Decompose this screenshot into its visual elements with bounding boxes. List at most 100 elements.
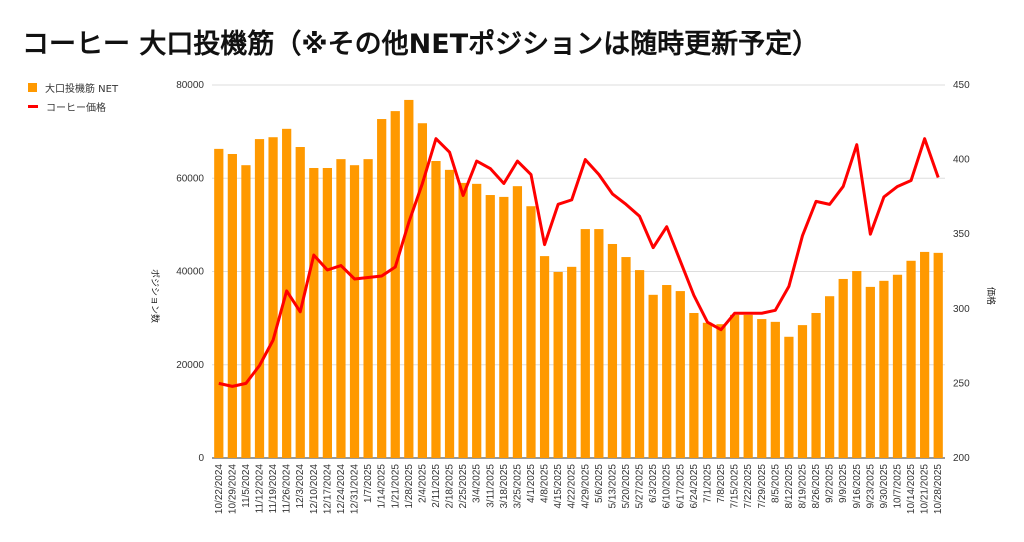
bar: [716, 324, 726, 458]
x-tick-label: 11/5/2024: [241, 464, 252, 508]
bar: [689, 312, 699, 458]
bar: [295, 147, 305, 459]
bar: [580, 229, 590, 458]
bar: [526, 206, 536, 458]
chart-title: コーヒー 大口投機筋（※その他NETポジションは随時更新予定）: [22, 29, 820, 60]
bar: [458, 182, 468, 458]
x-tick-label: 9/16/2025: [852, 464, 863, 509]
x-tick-label: 1/14/2025: [377, 464, 388, 509]
bar: [322, 167, 332, 458]
bar: [729, 314, 740, 458]
x-tick-label: 4/8/2025: [540, 464, 551, 503]
bar: [268, 137, 278, 458]
bar: [485, 195, 495, 458]
x-tick-label: 9/9/2025: [838, 464, 849, 503]
x-tick-label: 3/25/2025: [512, 464, 523, 509]
x-tick-label: 1/28/2025: [404, 464, 415, 509]
bar: [634, 270, 645, 458]
x-tick-label: 6/3/2025: [648, 464, 659, 503]
bar: [852, 271, 862, 458]
x-tick-label: 7/1/2025: [702, 464, 713, 503]
bar: [472, 183, 482, 458]
y2-tick-label: 350: [953, 229, 970, 240]
x-tick-label: 7/8/2025: [716, 464, 727, 503]
bar: [390, 111, 400, 459]
y2-tick-label: 450: [953, 80, 970, 91]
bar: [892, 274, 903, 458]
bar: [825, 296, 835, 458]
x-tick-label: 4/15/2025: [553, 464, 564, 509]
y-tick-label: 0: [198, 453, 204, 464]
x-tick-label: 11/26/2024: [282, 464, 293, 514]
bar: [417, 123, 428, 459]
x-tick-label: 10/21/2025: [920, 464, 931, 514]
x-tick-label: 2/25/2025: [458, 464, 469, 509]
bar: [377, 119, 387, 458]
x-tick-label: 3/4/2025: [472, 464, 483, 503]
x-tick-label: 10/22/2024: [214, 464, 225, 514]
bar: [404, 99, 414, 459]
bar: [784, 336, 794, 458]
x-tick-label: 12/31/2024: [350, 464, 361, 514]
x-tick-label: 6/17/2025: [675, 464, 686, 509]
y2-tick-label: 400: [953, 155, 970, 166]
x-tick-label: 8/5/2025: [770, 464, 781, 503]
x-tick-label: 5/6/2025: [594, 464, 605, 503]
legend-label-price: コーヒー価格: [46, 103, 106, 114]
x-tick-label: 6/10/2025: [662, 464, 673, 509]
bar: [444, 169, 455, 459]
x-tick-label: 8/12/2025: [784, 464, 795, 509]
bar: [241, 165, 251, 458]
x-tick-label: 12/17/2024: [322, 464, 333, 514]
bar: [254, 139, 265, 458]
x-tick-label: 10/7/2025: [892, 464, 903, 509]
x-tick-label: 9/23/2025: [865, 464, 876, 509]
x-tick-label: 12/10/2024: [309, 464, 320, 514]
bar: [920, 251, 930, 458]
x-tick-label: 2/11/2025: [431, 464, 442, 508]
bar: [648, 294, 658, 458]
bar: [879, 280, 889, 458]
x-tick-label: 12/24/2024: [336, 464, 347, 514]
y2-tick-label: 300: [953, 304, 970, 315]
bar: [553, 271, 563, 458]
bar: [309, 167, 319, 458]
y2-tick-label: 250: [953, 378, 970, 389]
bar: [607, 243, 618, 458]
bar: [675, 291, 685, 458]
x-tick-label: 6/24/2025: [689, 464, 700, 509]
bar: [363, 159, 373, 459]
bar: [770, 321, 780, 458]
bar: [811, 312, 821, 458]
bar: [539, 256, 550, 458]
x-tick-label: 4/1/2025: [526, 464, 537, 503]
bar: [797, 325, 808, 458]
bar: [499, 196, 509, 458]
y-axis-label: ポジション数: [149, 269, 161, 323]
bar: [933, 252, 943, 458]
price-line: [218, 137, 940, 388]
bar: [865, 286, 875, 458]
y-tick-label: 60000: [176, 173, 204, 184]
x-tick-label: 5/20/2025: [621, 464, 632, 509]
bar: [906, 260, 916, 458]
x-tick-label: 2/4/2025: [417, 464, 428, 503]
x-tick-label: 7/22/2025: [743, 464, 754, 509]
legend-item-net: 大口投機筋 NET: [28, 80, 118, 95]
bar: [594, 229, 604, 458]
x-tick-label: 8/26/2025: [811, 464, 822, 509]
x-tick-label: 8/19/2025: [797, 464, 808, 509]
y-tick-label: 20000: [176, 360, 204, 371]
bar: [336, 159, 346, 459]
x-tick-label: 4/22/2025: [567, 464, 578, 509]
x-tick-label: 3/18/2025: [499, 464, 510, 509]
legend-item-price: コーヒー価格: [28, 99, 106, 114]
y-tick-label: 80000: [176, 80, 204, 91]
x-tick-label: 5/27/2025: [635, 464, 646, 509]
bar: [838, 278, 848, 458]
bar: [662, 285, 672, 458]
bar: [227, 154, 237, 458]
x-tick-label: 10/28/2025: [933, 464, 944, 514]
x-tick-label: 5/13/2025: [607, 464, 618, 509]
x-tick-label: 4/29/2025: [580, 464, 591, 509]
